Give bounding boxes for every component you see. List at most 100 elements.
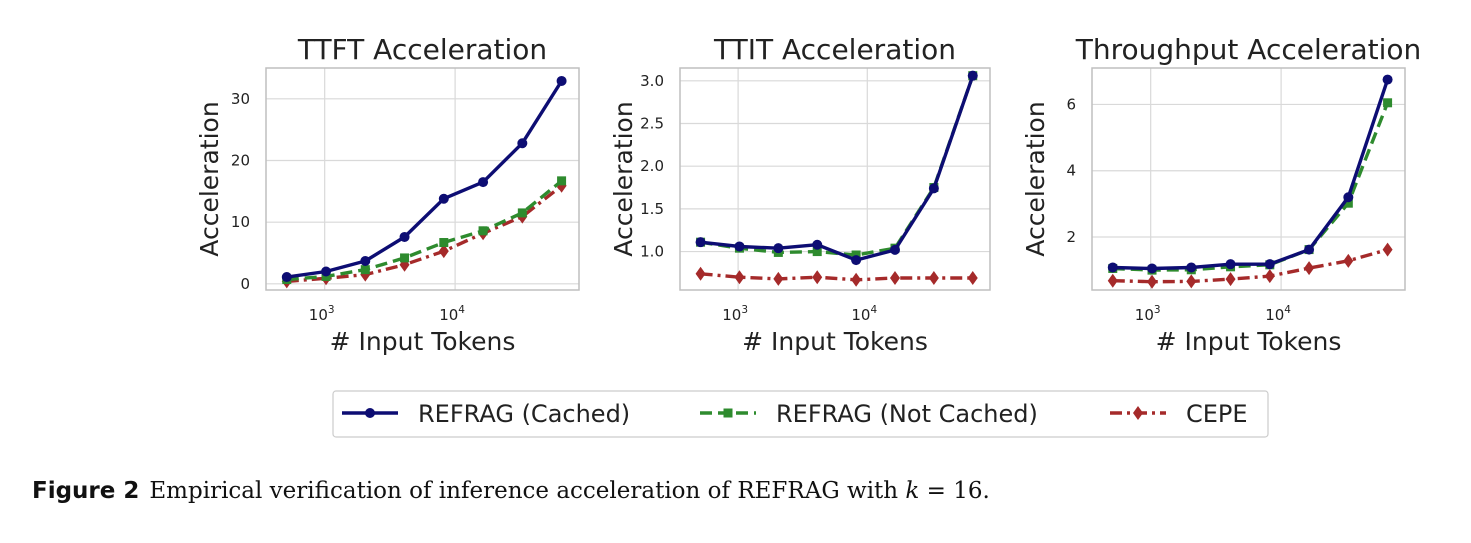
figure-label: Figure 2 — [32, 478, 140, 504]
y-axis-label: Acceleration — [195, 101, 224, 256]
data-point — [695, 237, 706, 248]
legend-entry-cepe: CEPE — [1110, 400, 1248, 428]
axes-frame — [1091, 67, 1406, 291]
data-point — [1343, 192, 1354, 203]
data-point — [1225, 272, 1236, 287]
chart-title: TTIT Acceleration — [713, 33, 956, 66]
x-axis-label: # Input Tokens — [742, 327, 928, 356]
data-point — [812, 239, 823, 250]
series-line — [1112, 79, 1390, 271]
data-point — [1186, 274, 1197, 289]
chart-panel-ttft-acceleration: TTFT Acceleration 0 10 20 30 103 104 # Input To… — [195, 33, 580, 356]
legend-label: REFRAG (Cached) — [418, 400, 630, 428]
y-axis-label: Acceleration — [609, 101, 638, 256]
chart-panel-ttit-acceleration: TTIT Acceleration 1.0 1.5 2.0 2.5 3.0 103 104 # … — [609, 33, 991, 356]
caption-text-end: = 16. — [919, 478, 990, 504]
chart-panel-throughput-acceleration: Throughput Acceleration 2 4 6 103 104 # Input … — [1021, 33, 1421, 356]
y-tick-label: 1.0 — [640, 243, 664, 261]
data-point — [399, 231, 410, 242]
data-point — [812, 247, 822, 257]
x-axis-label: # Input Tokens — [1156, 327, 1342, 356]
x-tick-label: 104 — [439, 304, 465, 324]
data-point — [967, 271, 978, 286]
series-refrag-cached — [695, 70, 978, 266]
chart-panels: TTFT Acceleration 0 10 20 30 103 104 # Input To… — [195, 33, 1421, 356]
y-tick-label: 2.0 — [640, 157, 664, 175]
y-tick-label: 2.5 — [640, 115, 664, 133]
series-line — [286, 179, 563, 282]
data-point — [1343, 253, 1354, 268]
data-point — [773, 271, 784, 286]
data-point — [928, 183, 939, 194]
data-point — [1147, 274, 1158, 289]
y-tick-label: 30 — [231, 90, 250, 108]
y-tick-label: 2 — [1066, 228, 1076, 246]
data-point — [773, 243, 784, 254]
x-axis-label: # Input Tokens — [330, 327, 516, 356]
y-tick-label: 20 — [231, 152, 250, 170]
data-point — [1107, 273, 1118, 288]
series-line — [700, 272, 973, 282]
data-point — [889, 271, 900, 286]
x-tick-label: 104 — [851, 304, 877, 324]
series-line — [700, 75, 975, 257]
data-point — [889, 244, 900, 255]
data-point — [1107, 262, 1118, 273]
data-point — [478, 226, 488, 236]
legend-label: REFRAG (Not Cached) — [776, 400, 1038, 428]
legend-marker — [365, 408, 375, 418]
data-point — [517, 138, 528, 149]
data-point — [734, 270, 745, 285]
data-point — [1383, 98, 1393, 108]
x-tick-label: 103 — [1135, 304, 1161, 324]
caption-math-var: k — [905, 478, 920, 504]
y-tick-label: 4 — [1066, 162, 1076, 180]
data-point — [557, 176, 567, 186]
series-refrag-cached — [1107, 74, 1393, 274]
series-cepe — [695, 266, 978, 287]
data-point — [517, 208, 527, 218]
y-tick-label: 6 — [1066, 95, 1076, 113]
legend: REFRAG (Cached) REFRAG (Not Cached) CEPE — [332, 390, 1269, 438]
data-point — [400, 253, 410, 263]
legend-entry-refrag-cached: REFRAG (Cached) — [342, 400, 630, 428]
data-point — [1264, 259, 1275, 270]
data-point — [360, 265, 370, 275]
data-point — [695, 266, 706, 281]
legend-marker — [1133, 406, 1143, 420]
series-cepe — [1107, 242, 1393, 289]
data-point — [1343, 198, 1353, 208]
data-point — [1304, 244, 1315, 255]
data-point — [851, 255, 862, 266]
series-line — [700, 75, 975, 262]
data-point — [851, 250, 861, 260]
series-line — [286, 80, 564, 279]
axes-frame — [265, 67, 580, 291]
y-tick-label: 3.0 — [640, 72, 664, 90]
data-point — [478, 177, 489, 188]
data-point — [1264, 269, 1275, 284]
data-point — [321, 266, 332, 277]
y-tick-label: 10 — [231, 213, 250, 231]
data-point — [281, 272, 292, 283]
data-point — [967, 70, 978, 81]
legend-marker — [723, 408, 733, 418]
data-point — [812, 270, 823, 285]
figure-caption: Figure 2 Empirical verification of infere… — [32, 478, 990, 504]
data-point — [1147, 263, 1158, 274]
series-line — [1112, 247, 1389, 284]
data-point — [928, 271, 939, 286]
data-point — [360, 256, 371, 267]
data-point — [438, 193, 449, 204]
y-axis-label: Acceleration — [1021, 101, 1050, 256]
data-point — [439, 238, 449, 248]
caption-text: Empirical verification of inference acce… — [149, 478, 906, 504]
axes-frame — [679, 67, 991, 291]
legend-entry-refrag-not-cached: REFRAG (Not Cached) — [700, 400, 1038, 428]
data-point — [1225, 259, 1236, 270]
data-point — [734, 241, 745, 252]
series-line — [1112, 102, 1390, 272]
y-tick-label: 0 — [240, 275, 250, 293]
data-point — [1304, 261, 1315, 276]
